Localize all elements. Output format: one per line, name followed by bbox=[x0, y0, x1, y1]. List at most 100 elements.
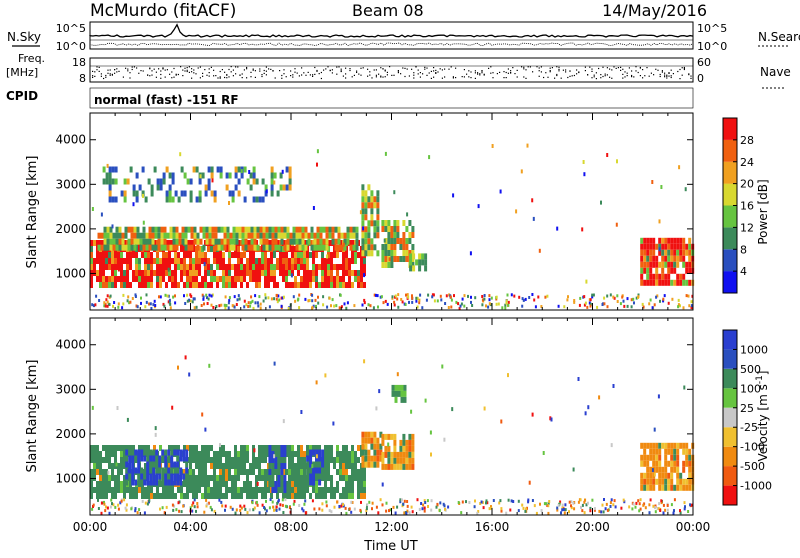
data-cell bbox=[163, 232, 167, 239]
data-cell bbox=[333, 487, 336, 493]
data-cell bbox=[658, 472, 662, 479]
data-cell bbox=[342, 258, 345, 264]
data-cell bbox=[393, 463, 397, 470]
data-cell bbox=[108, 166, 112, 173]
data-cell bbox=[324, 270, 327, 276]
scatter-point bbox=[338, 505, 341, 508]
freq-dot bbox=[631, 74, 633, 77]
freq-dot bbox=[672, 73, 674, 75]
data-cell bbox=[231, 264, 234, 270]
data-cell bbox=[189, 270, 192, 276]
scatter-point bbox=[123, 498, 126, 502]
data-cell bbox=[324, 487, 327, 493]
data-cell bbox=[189, 190, 193, 197]
data-cell bbox=[114, 264, 117, 270]
scatter-point bbox=[660, 501, 663, 505]
scatter-point bbox=[429, 430, 432, 435]
scatter-point bbox=[649, 298, 652, 302]
data-cell bbox=[205, 238, 209, 245]
scatter-point bbox=[316, 149, 319, 154]
data-cell bbox=[288, 493, 291, 499]
scatter-point bbox=[322, 295, 325, 299]
data-cell bbox=[661, 442, 665, 449]
freq-dot bbox=[479, 74, 481, 76]
data-cell bbox=[376, 443, 380, 450]
data-cell bbox=[165, 190, 169, 197]
data-cell bbox=[161, 467, 165, 474]
scatter-point bbox=[592, 293, 595, 297]
data-cell bbox=[276, 445, 279, 451]
data-cell bbox=[225, 270, 228, 276]
data-cell bbox=[262, 232, 266, 239]
scatter-point bbox=[556, 226, 559, 231]
freq-label: Freq. bbox=[18, 52, 45, 65]
data-cell bbox=[390, 457, 394, 464]
data-cell bbox=[222, 276, 225, 282]
scatter-point bbox=[498, 501, 501, 505]
scatter-point bbox=[438, 509, 441, 513]
data-cell bbox=[252, 457, 255, 463]
data-cell bbox=[243, 457, 246, 463]
freq-dot bbox=[114, 69, 116, 71]
data-cell bbox=[108, 445, 111, 451]
data-cell bbox=[399, 445, 403, 452]
freq-dot bbox=[246, 77, 248, 79]
scatter-point bbox=[196, 505, 199, 509]
scatter-point bbox=[231, 507, 234, 511]
data-cell bbox=[396, 463, 400, 470]
data-cell bbox=[240, 445, 243, 451]
data-cell bbox=[649, 237, 653, 244]
data-cell bbox=[288, 172, 292, 179]
data-cell bbox=[261, 178, 265, 185]
data-cell bbox=[216, 451, 219, 457]
data-cell bbox=[267, 264, 270, 270]
data-cell bbox=[164, 455, 168, 462]
data-cell bbox=[676, 472, 680, 479]
freq-dot bbox=[254, 70, 256, 72]
data-cell bbox=[186, 445, 189, 451]
scatter-point bbox=[103, 502, 106, 506]
nave-tick-top: 60 bbox=[697, 56, 711, 69]
scatter-point bbox=[277, 294, 280, 298]
data-cell bbox=[676, 478, 680, 485]
data-cell bbox=[331, 238, 335, 245]
data-cell bbox=[111, 493, 114, 499]
data-cell bbox=[128, 467, 132, 474]
freq-dot bbox=[202, 72, 204, 74]
data-cell bbox=[169, 226, 173, 233]
data-cell bbox=[667, 273, 671, 280]
data-cell bbox=[393, 445, 397, 452]
freq-dot bbox=[591, 70, 593, 72]
freq-dot bbox=[340, 70, 342, 73]
data-cell bbox=[115, 226, 119, 233]
scatter-point bbox=[471, 304, 474, 307]
data-cell bbox=[102, 166, 106, 173]
scatter-point bbox=[209, 505, 212, 509]
scatter-point bbox=[350, 500, 353, 504]
scatter-point bbox=[142, 193, 144, 198]
data-cell bbox=[105, 264, 108, 270]
freq-dot bbox=[116, 68, 118, 70]
scatter-point bbox=[224, 508, 226, 512]
data-cell bbox=[133, 232, 137, 239]
data-cell bbox=[348, 270, 351, 276]
data-cell bbox=[135, 252, 138, 258]
data-cell bbox=[295, 238, 299, 245]
data-cell bbox=[262, 226, 266, 233]
data-cell bbox=[415, 259, 419, 266]
freq-dot bbox=[378, 73, 380, 75]
data-cell bbox=[411, 463, 415, 470]
data-cell bbox=[261, 258, 264, 264]
data-cell bbox=[297, 282, 300, 288]
data-cell bbox=[649, 267, 653, 274]
freq-dot bbox=[114, 72, 116, 74]
data-cell bbox=[244, 244, 248, 251]
freq-dot bbox=[666, 74, 668, 76]
data-cell bbox=[219, 487, 222, 493]
scatter-point bbox=[353, 507, 356, 511]
data-cell bbox=[165, 252, 168, 258]
data-cell bbox=[301, 244, 305, 251]
data-cell bbox=[114, 451, 117, 457]
scatter-point bbox=[117, 507, 120, 511]
data-cell bbox=[175, 232, 179, 239]
